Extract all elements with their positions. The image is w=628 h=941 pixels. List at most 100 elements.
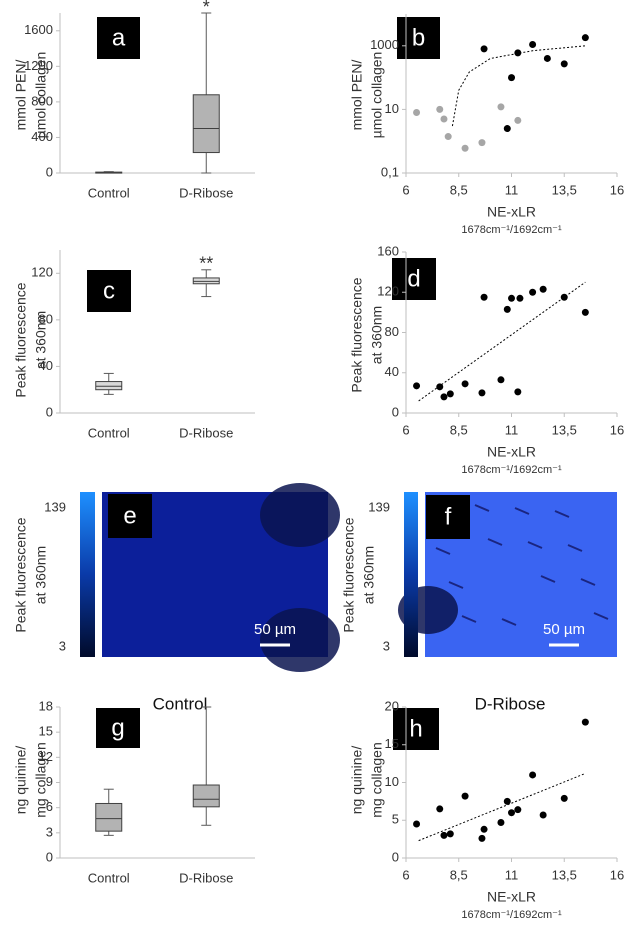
point [497, 376, 505, 384]
y-tick-label: 6 [46, 799, 53, 814]
point [497, 103, 505, 111]
colorbar-tick-label: 3 [383, 638, 390, 653]
point [497, 819, 505, 827]
point [508, 294, 515, 302]
y-axis-label: mmol PEN/ [13, 60, 29, 131]
y-tick-label: 40 [39, 358, 53, 373]
y-tick-label: 0 [46, 849, 53, 864]
y-tick-label: 0 [46, 164, 53, 179]
y-axis-label: µmol collagen [33, 52, 49, 139]
x-axis-sublabel: 1678cm⁻¹/1692cm⁻¹ [461, 224, 562, 236]
significance: ** [199, 254, 213, 274]
micrograph-detail [260, 483, 340, 547]
x-tick-label: 6 [402, 182, 409, 197]
micrograph-detail [474, 504, 490, 512]
point [581, 308, 589, 316]
y-axis-label: Peak fluorescence [349, 277, 365, 392]
y-tick-label: 10 [385, 101, 399, 116]
point [514, 49, 522, 57]
caption: Control [153, 694, 208, 713]
x-tick-label: D-Ribose [179, 425, 233, 440]
colorbar-tick-label: 3 [59, 638, 66, 653]
y-axis-label: Peak fluorescence [341, 517, 357, 632]
y-tick-label: 1600 [24, 22, 53, 37]
box [95, 381, 123, 391]
x-axis-label: NE-xLR [487, 889, 536, 905]
point [478, 139, 486, 147]
y-tick-label: 15 [385, 736, 399, 751]
y-axis-label: ng quinine/ [13, 746, 29, 815]
caption: D-Ribose [475, 694, 546, 713]
y-tick-label: 120 [31, 265, 53, 280]
point [440, 831, 448, 839]
point [529, 771, 537, 779]
colorbar [80, 492, 95, 657]
box [192, 784, 220, 808]
x-tick-label: 13,5 [552, 422, 577, 437]
x-tick-label: 16 [610, 182, 624, 197]
point [440, 115, 448, 123]
point [560, 293, 568, 301]
point [508, 809, 515, 817]
trendline [451, 45, 586, 127]
y-axis-label: at 360nm [369, 306, 385, 364]
y-tick-label: 5 [392, 812, 399, 827]
point [436, 805, 444, 813]
y-tick-label: 1200 [24, 58, 53, 73]
point [543, 54, 551, 62]
x-axis-label: NE-xLR [487, 444, 536, 460]
x-tick-label: 6 [402, 422, 409, 437]
micrograph-detail [580, 578, 596, 586]
point [581, 718, 589, 726]
point [503, 305, 511, 313]
scale-bar-label: 50 µm [254, 621, 296, 638]
point [539, 811, 547, 819]
panel-label-box [393, 708, 439, 750]
micrograph-detail [435, 547, 451, 555]
x-tick-label: 11 [505, 867, 519, 882]
y-tick-label: 400 [31, 129, 53, 144]
point [581, 34, 589, 42]
y-tick-label: 3 [46, 824, 53, 839]
y-axis-label: µmol collagen [369, 52, 385, 139]
x-tick-label: D-Ribose [179, 870, 233, 885]
y-tick-label: 120 [377, 284, 399, 299]
x-axis-label: NE-xLR [487, 204, 536, 220]
point [514, 116, 522, 124]
y-axis-label: Peak fluorescence [13, 282, 29, 397]
colorbar [404, 492, 418, 657]
point [560, 60, 568, 68]
x-tick-label: 16 [610, 867, 624, 882]
y-axis-label: at 360nm [33, 311, 49, 369]
point [436, 383, 444, 391]
x-tick-label: 13,5 [552, 867, 577, 882]
point [480, 45, 488, 53]
micrograph-detail [593, 612, 609, 620]
y-axis-label: mmol PEN/ [349, 60, 365, 131]
box [192, 277, 220, 285]
point [529, 288, 537, 296]
point [446, 830, 454, 838]
point [446, 390, 454, 398]
panel-label: g [111, 714, 124, 741]
panel-label: d [407, 265, 420, 292]
colorbar-tick-label: 139 [368, 499, 390, 514]
point [461, 144, 469, 152]
colorbar-tick-label: 139 [44, 499, 66, 514]
point [503, 797, 511, 805]
micrograph-detail [487, 538, 503, 546]
y-axis-label: mg collagen [369, 742, 385, 818]
x-tick-label: 11 [505, 422, 519, 437]
point [413, 382, 421, 390]
y-tick-label: 0 [392, 404, 399, 419]
panel-label: b [412, 24, 425, 51]
point [413, 108, 421, 116]
point [478, 834, 486, 842]
panel-label-box [392, 258, 436, 300]
point [516, 294, 524, 302]
x-tick-label: D-Ribose [179, 185, 233, 200]
y-tick-label: 80 [39, 311, 53, 326]
x-tick-label: Control [88, 870, 130, 885]
y-tick-label: 10 [385, 774, 399, 789]
